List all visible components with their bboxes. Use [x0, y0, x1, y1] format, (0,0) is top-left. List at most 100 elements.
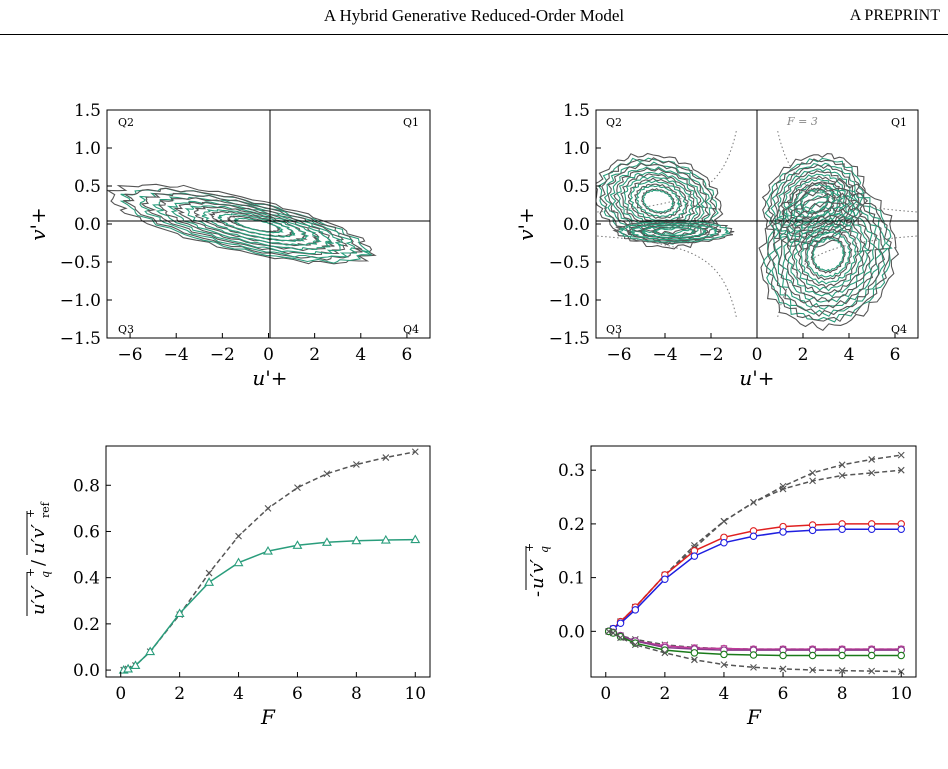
quadrant-q3: Q3 [606, 323, 622, 336]
model-contour [629, 180, 688, 223]
data-point [130, 660, 141, 669]
f-threshold-label: F = 3 [786, 115, 818, 128]
y-tick-label: 0.2 [73, 615, 100, 635]
x-tick-label: −6 [606, 345, 631, 365]
data-point [691, 541, 698, 549]
y-tick-label: −0.5 [549, 253, 590, 273]
running-head: A PREPRINT [849, 7, 940, 24]
svg-text:+: + [24, 509, 37, 518]
data-point [720, 661, 728, 669]
frame-c [105, 445, 431, 678]
data-point [749, 532, 758, 541]
data-point [897, 525, 905, 534]
data-point [838, 525, 846, 534]
reference-contour [765, 185, 892, 323]
quadrant-q2: Q2 [118, 116, 134, 129]
data-point [609, 629, 617, 637]
series-line [608, 523, 902, 632]
ylabel-b: v'+ [514, 207, 538, 241]
data-point [808, 526, 817, 535]
model-contour [770, 162, 859, 240]
data-point [720, 538, 728, 547]
model-contour [184, 205, 322, 246]
model-contour [793, 217, 864, 292]
model-contour [642, 189, 676, 213]
data-point [631, 606, 640, 614]
reference-contour [123, 187, 363, 261]
x-tick-label: 2 [798, 345, 809, 365]
reference-contour [613, 167, 703, 235]
y-tick-label: −1.5 [60, 329, 101, 349]
reference-contour [637, 224, 710, 239]
x-tick-label: 2 [309, 345, 320, 365]
data-point [691, 656, 698, 664]
reference-contour [810, 235, 847, 274]
data-point [631, 641, 639, 649]
quadrant-q1: Q1 [891, 116, 907, 129]
data-point [838, 472, 846, 479]
svg-text:+: + [523, 543, 536, 552]
data-point [616, 619, 625, 628]
reference-contour [599, 157, 718, 246]
reference-contour [634, 183, 683, 219]
panel-c: 0 2 4 6 8 10 0.0 0.2 0.4 0.6 0.8 F u′v′ q + / u′v′… [24, 445, 431, 729]
ticks-d: 0 2 4 6 8 10 0.0 0.1 0.2 0.3 [558, 461, 912, 704]
reference-contour [781, 170, 849, 232]
data-point [720, 650, 728, 659]
data-point [661, 649, 669, 657]
quadrant-q1: Q1 [403, 116, 419, 129]
data-point [867, 525, 876, 534]
y-tick-label: 0.0 [563, 215, 590, 235]
ticks-b: −6 −4 −2 0 2 4 6 −1.5 −1.0 −0.5 0.0 0.5 1.0 1.5 [549, 101, 901, 365]
contours-a [107, 183, 377, 265]
page-header-title: A Hybrid Generative Reduced-Order Model [323, 6, 625, 25]
data-point [897, 466, 905, 474]
y-tick-label: −0.5 [60, 253, 101, 273]
reference-contour [797, 220, 859, 289]
data-point [410, 534, 421, 544]
model-contour [609, 166, 706, 237]
reference-contour [627, 221, 722, 242]
data-point [809, 469, 816, 477]
y-tick-label: 0.4 [73, 569, 100, 589]
reference-contour [596, 152, 724, 250]
x-tick-label: 0 [752, 345, 763, 365]
model-contour [787, 210, 871, 298]
reference-contour [791, 214, 866, 294]
data-point [292, 540, 303, 549]
x-tick-label: 0 [263, 345, 274, 365]
data-point [779, 482, 787, 490]
x-tick-label: 0 [115, 684, 126, 704]
x-tick-label: 10 [404, 684, 426, 704]
model-contour [764, 157, 865, 245]
svg-text:q: q [39, 571, 52, 578]
ylabel-d: - u′v′ q + [523, 543, 551, 597]
data-point [235, 532, 242, 540]
xlabel-a: u'+ [252, 366, 287, 390]
data-point [897, 668, 905, 676]
y-tick-label: 0.2 [558, 515, 585, 535]
x-tick-label: 0 [600, 684, 611, 704]
y-tick-label: −1.5 [549, 329, 590, 349]
reference-contour [772, 192, 886, 317]
data-point [779, 485, 787, 493]
data-point [897, 651, 905, 660]
y-tick-label: 0.0 [73, 661, 100, 681]
series-line [123, 451, 416, 671]
data-point [779, 528, 787, 536]
model-contour [775, 198, 882, 310]
y-tick-label: 0.6 [73, 522, 100, 542]
x-tick-label: 8 [351, 684, 362, 704]
data-point [779, 651, 787, 660]
x-tick-label: 4 [233, 684, 244, 704]
reference-contour [758, 177, 900, 331]
x-tick-label: 6 [402, 345, 413, 365]
data-point [868, 667, 876, 675]
data-point [808, 651, 817, 660]
reference-contour [107, 183, 377, 265]
model-contour [811, 237, 846, 272]
data-point [411, 448, 419, 456]
data-point [205, 569, 213, 577]
data-point [382, 454, 390, 461]
data-point [661, 575, 669, 583]
